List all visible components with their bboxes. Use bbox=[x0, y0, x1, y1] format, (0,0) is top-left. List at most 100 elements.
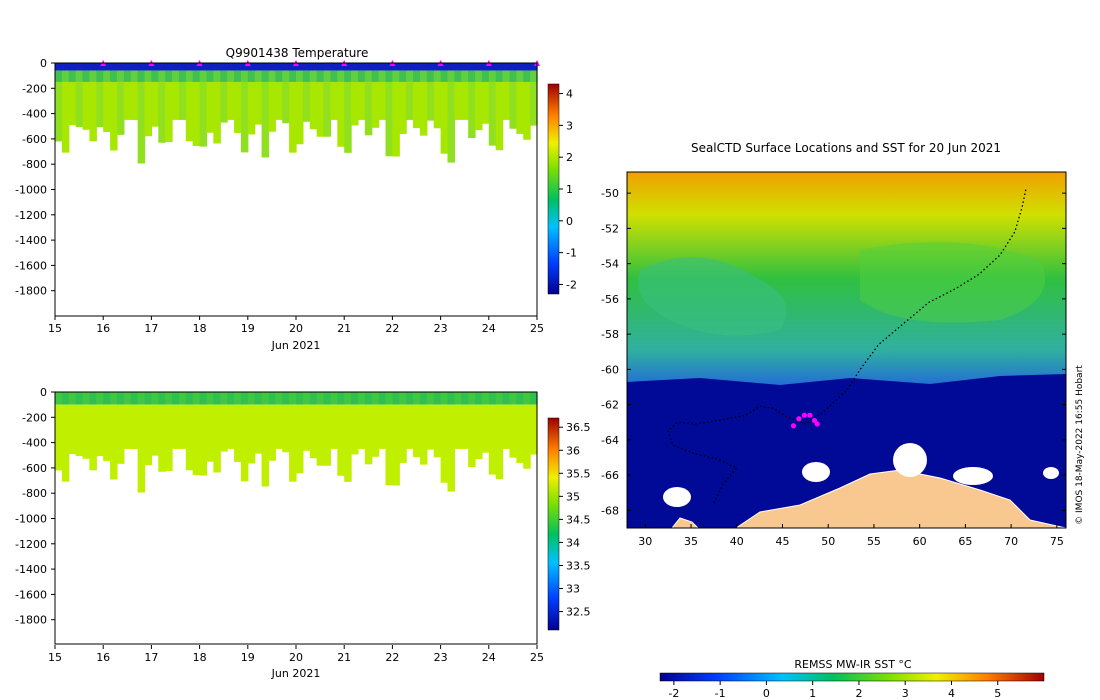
profile-column-layer bbox=[296, 405, 303, 474]
profile-column-layer bbox=[275, 405, 282, 449]
profile-column-layer bbox=[227, 82, 234, 120]
temperature-x-axis-label: Jun 2021 bbox=[271, 339, 321, 352]
profile-column-layer bbox=[447, 405, 454, 492]
profile-column-layer bbox=[420, 82, 427, 136]
profile-column-layer bbox=[379, 71, 386, 82]
profile-column-layer bbox=[461, 71, 468, 82]
profile-column-layer bbox=[186, 405, 193, 471]
colorbar-tick-label: 1 bbox=[566, 183, 573, 196]
y-tick-label: -1400 bbox=[15, 234, 47, 247]
profile-column-layer bbox=[413, 63, 420, 71]
colorbar-tick-label: 32.5 bbox=[566, 606, 591, 619]
y-tick-label: -68 bbox=[601, 504, 619, 517]
profile-column-layer bbox=[303, 63, 310, 71]
sea-ice-gap bbox=[663, 487, 691, 507]
profile-column-layer bbox=[413, 405, 420, 457]
profile-column-layer bbox=[413, 71, 420, 82]
temperature-y-axis: 0 -200 -400 -600 -800 -1000 -1200 -1400 -1600 -18… bbox=[15, 57, 55, 298]
x-tick-label: 25 bbox=[530, 322, 544, 335]
profile-column-layer bbox=[344, 82, 351, 153]
surface-location-point bbox=[791, 423, 796, 428]
colorbar-tick-label: 36.5 bbox=[566, 421, 591, 434]
profile-column-layer bbox=[275, 392, 282, 405]
y-tick-label: -1600 bbox=[15, 588, 47, 601]
profile-column-layer bbox=[324, 82, 331, 137]
profile-column-layer bbox=[468, 63, 475, 71]
profile-column-layer bbox=[516, 71, 523, 82]
profile-column-layer bbox=[76, 63, 83, 71]
temperature-chart-title: Q9901438 Temperature bbox=[226, 46, 369, 60]
profile-column-layer bbox=[351, 71, 358, 82]
profile-column-layer bbox=[379, 63, 386, 71]
profile-column-layer bbox=[206, 71, 213, 82]
profile-column-layer bbox=[96, 71, 103, 82]
colorbar-tick-label: -2 bbox=[668, 687, 679, 700]
profile-column-layer bbox=[503, 392, 510, 405]
x-tick-label: 17 bbox=[144, 651, 158, 664]
profile-column-layer bbox=[69, 405, 76, 454]
profile-column-layer bbox=[475, 392, 482, 405]
profile-column-layer bbox=[220, 82, 227, 123]
profile-column-layer bbox=[248, 82, 255, 134]
profile-column-layer bbox=[489, 82, 496, 146]
profile-column-layer bbox=[268, 405, 275, 461]
salinity-x-axis-label: Jun 2021 bbox=[271, 667, 321, 680]
profile-column-layer bbox=[324, 63, 331, 71]
profile-column-layer bbox=[516, 63, 523, 71]
x-tick-label: 55 bbox=[867, 535, 881, 548]
profile-column-layer bbox=[255, 82, 262, 125]
profile-column-layer bbox=[420, 405, 427, 465]
profile-column-layer bbox=[131, 63, 138, 71]
profile-column-layer bbox=[172, 392, 179, 405]
colorbar-tick-label: 3 bbox=[566, 119, 573, 132]
profile-column-layer bbox=[317, 392, 324, 405]
profile-column-layer bbox=[206, 405, 213, 462]
profile-column-layer bbox=[76, 392, 83, 405]
profile-column-layer bbox=[83, 392, 90, 405]
profile-column-layer bbox=[358, 82, 365, 120]
colorbar-tick-label: -1 bbox=[566, 247, 577, 260]
profile-column-layer bbox=[454, 405, 461, 449]
y-tick-label: -200 bbox=[22, 411, 47, 424]
profile-column-layer bbox=[138, 405, 145, 493]
profile-column-layer bbox=[447, 392, 454, 405]
profile-column-layer bbox=[262, 71, 269, 82]
profile-column-layer bbox=[365, 71, 372, 82]
x-tick-label: 24 bbox=[482, 322, 496, 335]
profile-column-layer bbox=[145, 82, 152, 136]
x-tick-label: 35 bbox=[684, 535, 698, 548]
y-tick-label: -64 bbox=[601, 434, 619, 447]
profile-column-layer bbox=[206, 63, 213, 71]
colorbar-tick-label: 34 bbox=[566, 536, 580, 549]
profile-column-layer bbox=[124, 63, 131, 71]
y-tick-label: -600 bbox=[22, 133, 47, 146]
profile-column-layer bbox=[310, 82, 317, 129]
x-tick-label: 15 bbox=[48, 651, 62, 664]
profile-column-layer bbox=[317, 71, 324, 82]
profile-column-layer bbox=[337, 405, 344, 476]
y-tick-label: -52 bbox=[601, 222, 619, 235]
profile-column-layer bbox=[509, 63, 516, 71]
profile-column-layer bbox=[509, 82, 516, 129]
profile-column-layer bbox=[83, 71, 90, 82]
profile-column-layer bbox=[496, 392, 503, 405]
x-tick-label: 16 bbox=[96, 322, 110, 335]
profile-column-layer bbox=[399, 63, 406, 71]
y-tick-label: -1200 bbox=[15, 209, 47, 222]
profile-column-layer bbox=[530, 71, 537, 82]
sst-map-panel: SealCTD Surface Locations and SST for 20… bbox=[601, 141, 1085, 700]
profile-column-layer bbox=[62, 405, 69, 482]
profile-column-layer bbox=[475, 71, 482, 82]
profile-column-layer bbox=[344, 405, 351, 482]
profile-column-layer bbox=[468, 82, 475, 138]
profile-column-layer bbox=[55, 405, 62, 471]
profile-column-layer bbox=[165, 82, 172, 142]
temperature-profile-fill bbox=[55, 63, 538, 163]
profile-column-layer bbox=[475, 63, 482, 71]
profile-column-layer bbox=[83, 405, 90, 459]
profile-column-layer bbox=[461, 405, 468, 449]
profile-column-layer bbox=[206, 82, 213, 133]
profile-column-layer bbox=[434, 392, 441, 405]
profile-column-layer bbox=[523, 405, 530, 469]
profile-column-layer bbox=[172, 71, 179, 82]
